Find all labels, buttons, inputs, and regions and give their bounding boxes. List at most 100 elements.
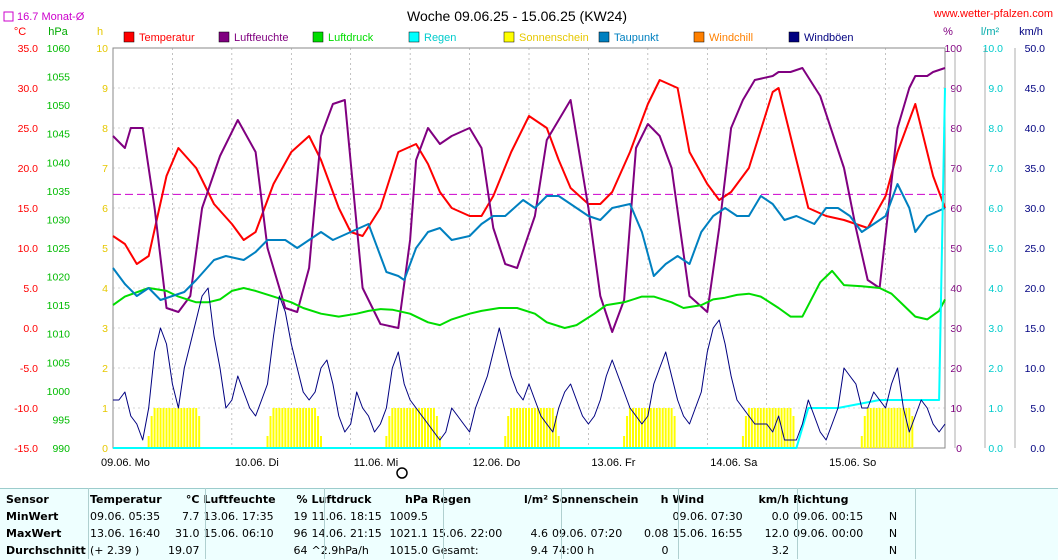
axis-tick-label-wind: 5.0 [1030, 403, 1045, 415]
axis-tick-label-wind: 20.0 [1025, 283, 1046, 295]
axis-tick-label-pressure: 1040 [47, 157, 71, 169]
dir-value: N [888, 527, 898, 540]
axis-tick-label-temp: 5.0 [23, 283, 38, 295]
axis-tick-label-rain: 9.0 [988, 83, 1003, 95]
axis-tick-label-humidity: 0 [956, 443, 962, 455]
x-axis-labels: 09.06. Mo 10.06. Di 11.06. Mi 12.06. Do 13.0… [101, 457, 876, 469]
hdr-sun: Sonnenschein [552, 493, 639, 506]
axis-tick-label-wind: 35.0 [1025, 163, 1046, 175]
row-label: Durchschnitt [6, 544, 86, 557]
sun-value [640, 508, 670, 525]
press-date: ^2.9hPa/h [311, 544, 369, 557]
stats-header-row: Sensor Temperatur °C Luftfeuchte % Luftd… [4, 491, 899, 508]
axis-tick-label-temp: 25.0 [18, 123, 39, 135]
col-divider [797, 488, 798, 559]
now-marker-icon [396, 467, 408, 479]
axis-tick-label-humidity: 40 [950, 283, 962, 295]
stats-panel: Sensor Temperatur °C Luftfeuchte % Luftd… [0, 488, 1058, 560]
axis-tick-label-pressure: 1060 [47, 43, 71, 55]
press-value: 1021.1 [389, 527, 429, 540]
legend-swatch [218, 31, 230, 43]
chart-title: Woche 09.06.25 - 15.06.25 (KW24) [407, 8, 627, 24]
hdr-temp: Temperatur [90, 493, 162, 506]
axis-tick-label-humidity: 50 [950, 243, 962, 255]
temp-value: 31.0 [175, 527, 200, 540]
dir-date: 09.06. 00:15 [793, 510, 864, 523]
hum-date [202, 542, 278, 559]
hdr-sensor: Sensor [6, 493, 49, 506]
site-link[interactable]: www.wetter-pfalzen.com [933, 8, 1053, 20]
x-tick-label: 10.06. Di [235, 457, 279, 469]
axis-tick-label-rain: 10.0 [983, 43, 1004, 55]
sun-value: 0 [661, 544, 669, 557]
axis-tick-label-pressure: 1055 [47, 72, 71, 84]
temp-value: 19.07 [168, 544, 200, 557]
col-divider [443, 488, 444, 559]
rain-value [512, 508, 550, 525]
hdr-rain: Regen [432, 493, 472, 506]
hum-date: 15.06. 06:10 [203, 527, 274, 540]
legend-label: Sonnenschein [519, 32, 589, 44]
axis-tick-label-wind: 50.0 [1025, 43, 1046, 55]
hdr-rain-unit: l/m² [523, 493, 549, 506]
axis-tick-label-pressure: 990 [52, 443, 70, 455]
axis-tick-label-sun: 4 [102, 283, 108, 295]
axis-tick-label-sun: 10 [96, 43, 108, 55]
wind-value: 0.0 [771, 510, 790, 523]
axis-tick-label-wind: 0.0 [1030, 443, 1045, 455]
sun-value: 0.08 [643, 527, 669, 540]
unit-rain: l/m² [981, 26, 1000, 38]
series-line-luftfeuchte [112, 67, 946, 333]
legend-swatch [788, 31, 800, 43]
legend-label: Regen [424, 32, 456, 44]
dir-value: N [888, 510, 898, 523]
axis-tick-label-temp: 10.0 [18, 243, 39, 255]
hdr-press: Luftdruck [311, 493, 372, 506]
dir-date: 09.06. 00:00 [793, 527, 864, 540]
axis-tick-label-wind: 45.0 [1025, 83, 1046, 95]
axis-tick-label-pressure: 1050 [47, 100, 71, 112]
plot-area [112, 67, 946, 449]
x-tick-label: 09.06. Mo [101, 457, 150, 469]
col-divider [561, 488, 562, 559]
axis-tick-label-humidity: 10 [950, 403, 962, 415]
legend-swatch [408, 31, 420, 43]
axis-tick-label-rain: 2.0 [988, 363, 1003, 375]
x-tick-label: 15.06. So [829, 457, 876, 469]
axis-tick-label-pressure: 1045 [47, 129, 71, 141]
axis-tick-label-pressure: 1000 [47, 386, 71, 398]
wind-value: 3.2 [771, 544, 790, 557]
axis-tick-label-rain: 5.0 [988, 243, 1003, 255]
rain-date: 15.06. 22:00 [432, 527, 503, 540]
axis-tick-label-rain: 8.0 [988, 123, 1003, 135]
axis-tick-label-temp: 20.0 [18, 163, 39, 175]
hdr-press-unit: hPa [405, 493, 429, 506]
axis-tick-label-sun: 0 [102, 443, 108, 455]
legend: Temperatur Luftfeuchte Luftdruck Regen Sonne… [123, 31, 854, 44]
axis-tick-label-humidity: 90 [950, 83, 962, 95]
stats-row-min: MinWert 09.06. 05:35 7.7 13.06. 17:35 19… [4, 508, 899, 525]
hum-date: 13.06. 17:35 [203, 510, 274, 523]
axis-tick-label-humidity: 20 [950, 363, 962, 375]
axis-tick-label-sun: 2 [102, 363, 108, 375]
axes: 35.030.025.020.015.010.05.00.0-5.0-10.0-… [14, 43, 1045, 455]
axis-tick-label-sun: 1 [102, 403, 108, 415]
axis-tick-label-humidity: 30 [950, 323, 962, 335]
press-date: 14.06. 21:15 [311, 527, 382, 540]
hum-value: 19 [293, 510, 308, 523]
unit-wind: km/h [1019, 26, 1043, 38]
axis-tick-label-wind: 40.0 [1025, 123, 1046, 135]
x-tick-label: 11.06. Mi [354, 457, 398, 469]
col-divider [88, 488, 89, 559]
axis-tick-label-sun: 8 [102, 123, 108, 135]
stats-row-avg: Durchschnitt (+ 2.39 ) 19.07 64 ^2.9hPa/… [4, 542, 899, 559]
dir-value: N [888, 544, 898, 557]
x-tick-label: 12.06. Do [473, 457, 521, 469]
sun-date: 74:00 h [552, 544, 595, 557]
series-line-windböen [113, 287, 946, 441]
rain-value: 9.4 [530, 544, 549, 557]
axis-tick-label-wind: 25.0 [1025, 243, 1046, 255]
legend-label: Windchill [709, 32, 753, 44]
axis-tick-label-sun: 7 [102, 163, 108, 175]
hdr-hum: Luftfeuchte [203, 493, 276, 506]
